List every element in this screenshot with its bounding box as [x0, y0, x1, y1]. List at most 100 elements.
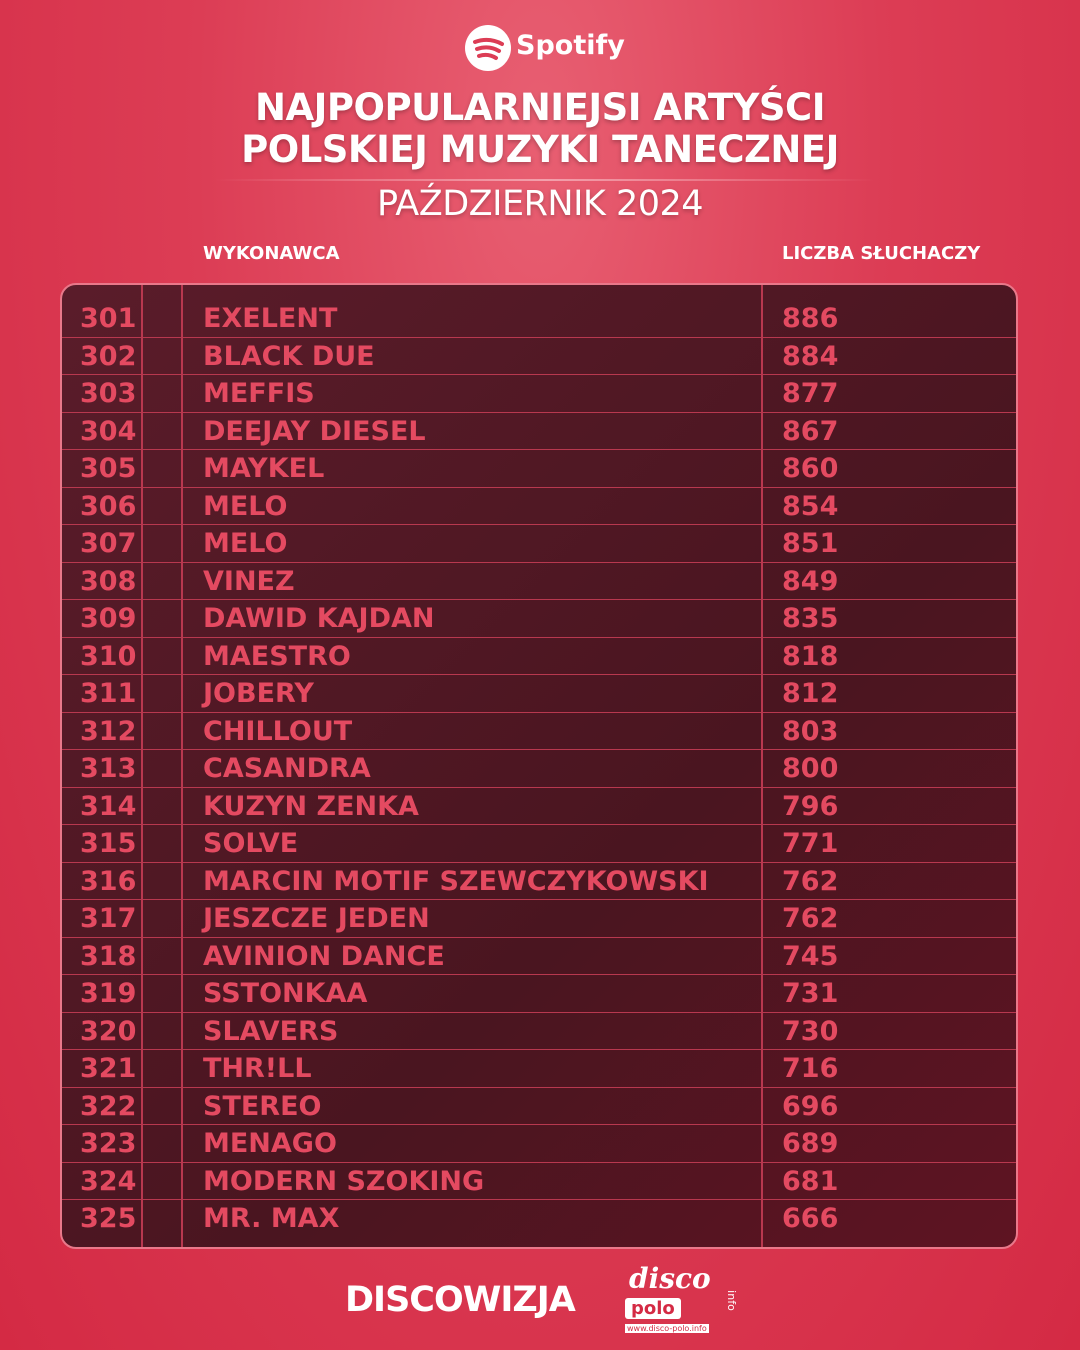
row-divider: [62, 1199, 1016, 1200]
listeners: 877: [782, 378, 839, 409]
row-divider: [62, 711, 1016, 713]
rank: 323: [80, 1128, 137, 1159]
rank: 308: [80, 565, 137, 597]
rank: 315: [80, 828, 137, 859]
column-divider: [141, 285, 143, 1247]
rank: 324: [80, 1165, 137, 1197]
logo-bottom: polo: [625, 1298, 681, 1319]
column-divider: [761, 285, 763, 1247]
listeners: 716: [782, 1053, 839, 1084]
logo: disco polo info www.disco-polo.info: [625, 1262, 738, 1338]
footer-brand: DISCOWIZJA: [345, 1280, 576, 1320]
row-divider: [62, 749, 1016, 750]
listeners: 681: [782, 1165, 839, 1197]
row-divider: [62, 861, 1016, 863]
table: 301 EXELENT 886 302 BLACK DUE 884 303 MEFFIS 877…: [60, 283, 1018, 1249]
rank: 309: [80, 603, 137, 634]
listeners: 731: [782, 978, 839, 1009]
artist: SOLVE: [203, 828, 299, 859]
rank: 311: [80, 678, 137, 709]
rank: 305: [80, 453, 137, 484]
rank: 312: [80, 715, 137, 747]
rank: 313: [80, 753, 137, 784]
rank: 306: [80, 490, 137, 522]
separator: [215, 179, 875, 181]
artist: MR. MAX: [203, 1203, 340, 1234]
rank: 302: [80, 340, 137, 372]
row-divider: [62, 936, 1016, 938]
listeners: 884: [782, 340, 839, 372]
row-divider: [62, 486, 1016, 488]
artist: BLACK DUE: [203, 340, 375, 372]
rank: 304: [80, 415, 137, 447]
row-divider: [62, 636, 1016, 638]
subtitle: PAŹDZIERNIK 2024: [376, 184, 704, 224]
spotify-icon: [465, 25, 511, 71]
row-divider: [62, 674, 1016, 675]
artist: MENAGO: [203, 1128, 337, 1159]
artist: DAWID KAJDAN: [203, 603, 435, 634]
artist: MEFFIS: [203, 378, 315, 409]
listeners: 771: [782, 828, 839, 859]
listeners: 666: [782, 1203, 839, 1234]
row-divider: [62, 336, 1016, 338]
row-divider: [62, 974, 1016, 975]
row-divider: [62, 561, 1016, 563]
row-divider: [62, 1124, 1016, 1125]
listeners: 849: [782, 565, 839, 597]
artist: CHILLOUT: [203, 715, 353, 747]
row-divider: [62, 1086, 1016, 1088]
listeners: 818: [782, 640, 839, 672]
column-divider: [181, 285, 183, 1247]
rank: 318: [80, 940, 137, 972]
artist: MAESTRO: [203, 640, 351, 672]
row-divider: [62, 1161, 1016, 1163]
artist: KUZYN ZENKA: [203, 790, 419, 822]
rank: 325: [80, 1203, 137, 1234]
column-header: LICZBA SŁUCHACZY: [782, 243, 981, 264]
rank: 322: [80, 1090, 137, 1122]
rank: 316: [80, 865, 137, 897]
artist: THR!LL: [203, 1053, 312, 1084]
listeners: 854: [782, 490, 839, 522]
brand: Spotify: [516, 30, 625, 61]
listeners: 851: [782, 528, 839, 559]
rank: 310: [80, 640, 137, 672]
artist: JESZCZE JEDEN: [203, 903, 430, 934]
listeners: 762: [782, 865, 839, 897]
rank: 303: [80, 378, 137, 409]
listeners: 835: [782, 603, 839, 634]
logo-url: www.disco-polo.info: [625, 1324, 709, 1333]
row-divider: [62, 449, 1016, 450]
rank: 321: [80, 1053, 137, 1084]
artist: DEEJAY DIESEL: [203, 415, 426, 447]
artist: MELO: [203, 528, 288, 559]
artist: VINEZ: [203, 565, 295, 597]
listeners: 796: [782, 790, 839, 822]
artist: STEREO: [203, 1090, 322, 1122]
row-divider: [62, 824, 1016, 825]
listeners: 860: [782, 453, 839, 484]
rank: 317: [80, 903, 137, 934]
listeners: 800: [782, 753, 839, 784]
title-line: POLSKIEJ MUZYKI TANECZNEJ: [241, 128, 839, 171]
listeners: 689: [782, 1128, 839, 1159]
listeners: 696: [782, 1090, 839, 1122]
row-divider: [62, 786, 1016, 788]
logo-side: info: [724, 1290, 738, 1311]
listeners: 886: [782, 303, 839, 334]
row-divider: [62, 599, 1016, 600]
artist: CASANDRA: [203, 753, 371, 784]
listeners: 803: [782, 715, 839, 747]
listeners: 730: [782, 1015, 839, 1047]
column-header: WYKONAWCA: [203, 243, 340, 264]
artist: AVINION DANCE: [203, 940, 445, 972]
artist: JOBERY: [203, 678, 314, 709]
artist: SSTONKAA: [203, 978, 368, 1009]
artist: SLAVERS: [203, 1015, 339, 1047]
rank: 314: [80, 790, 137, 822]
listeners: 812: [782, 678, 839, 709]
artist: EXELENT: [203, 303, 338, 334]
artist: MODERN SZOKING: [203, 1165, 485, 1197]
